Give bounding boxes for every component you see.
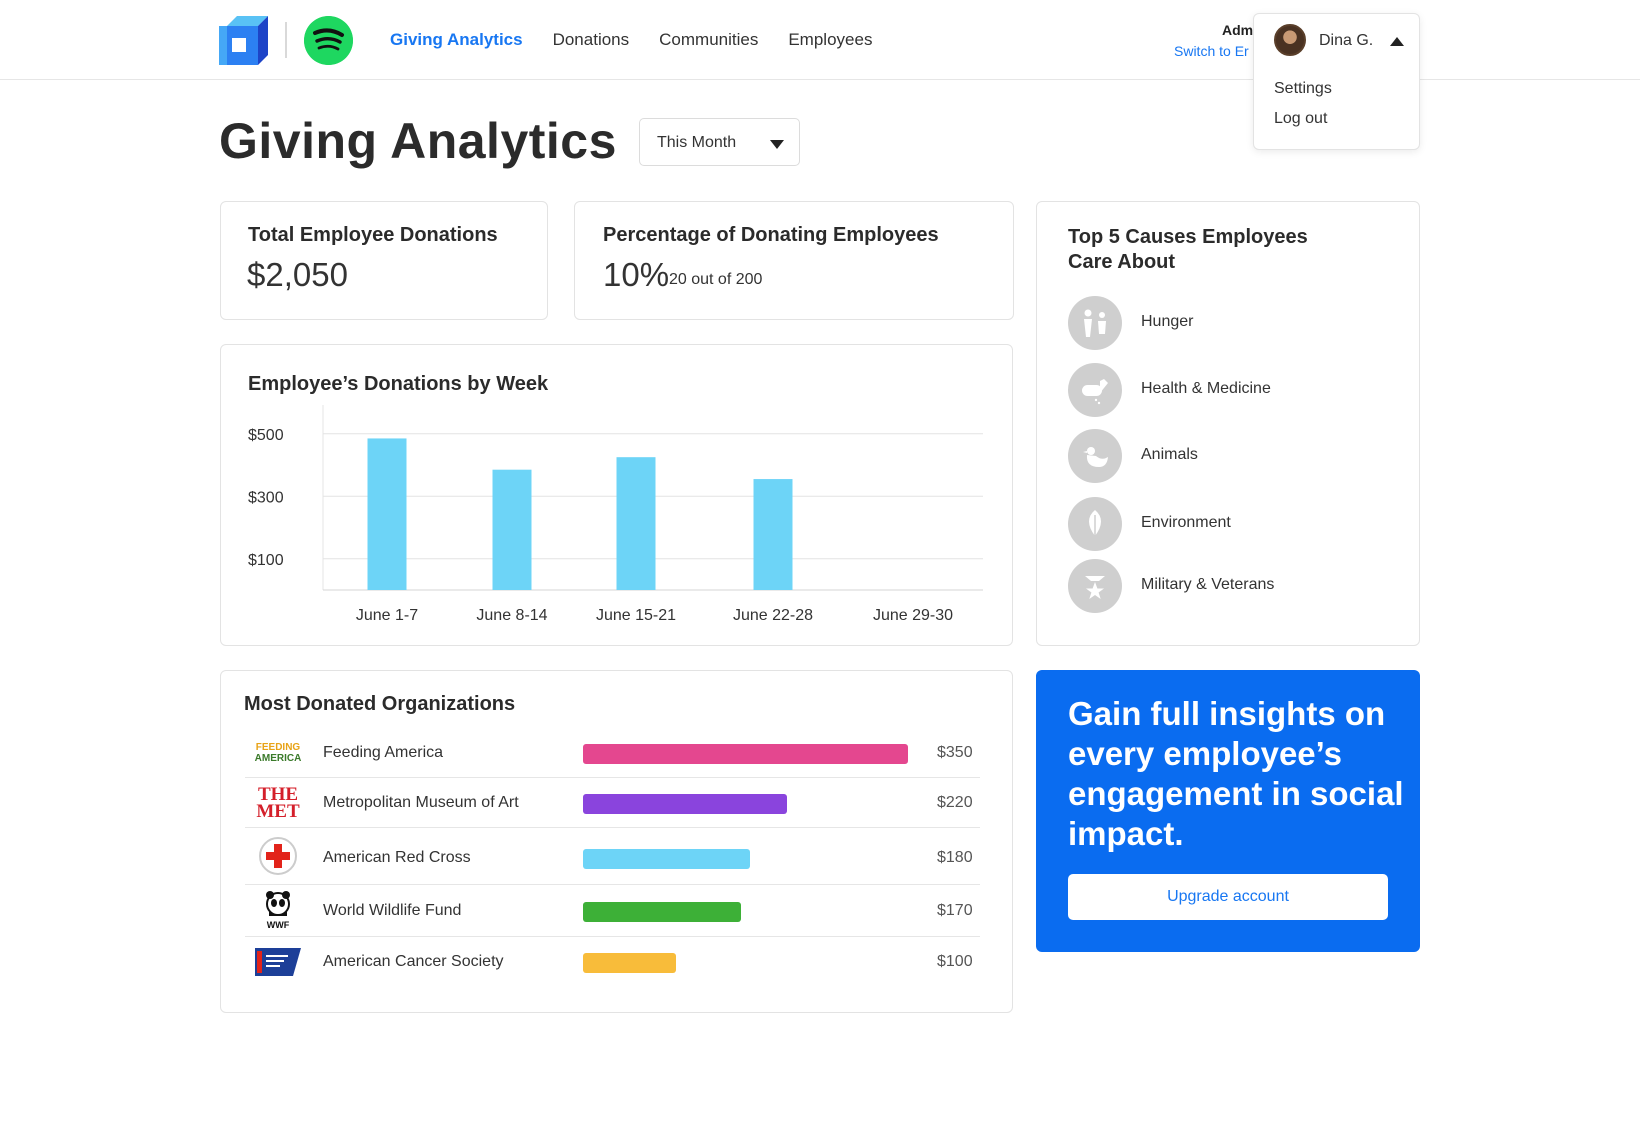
chart-bar xyxy=(753,479,793,590)
chart-bar xyxy=(616,457,656,590)
chart-y-tick-label: $100 xyxy=(248,552,284,569)
hunger-icon xyxy=(1068,296,1122,350)
org-row[interactable]: American Red Cross $180 xyxy=(245,829,980,885)
chart-y-tick-label: $500 xyxy=(248,427,284,444)
chevron-down-icon xyxy=(770,140,784,149)
chart-x-tick-label: June 1-7 xyxy=(356,607,418,624)
period-select[interactable]: This Month xyxy=(639,118,800,166)
org-amount: $350 xyxy=(937,744,973,761)
cause-item-environment[interactable]: Environment xyxy=(1068,497,1388,551)
org-amount: $220 xyxy=(937,794,973,811)
user-name[interactable]: Dina G. xyxy=(1319,32,1374,49)
cause-item-animals[interactable]: Animals xyxy=(1068,429,1388,483)
org-name: American Red Cross xyxy=(323,849,471,866)
donating-percentage-detail: 20 out of 200 xyxy=(669,271,763,288)
main-nav: Giving Analytics Donations Communities E… xyxy=(390,30,872,50)
total-donations-title: Total Employee Donations xyxy=(248,224,498,246)
org-donation-bar xyxy=(583,902,741,922)
org-donation-bar xyxy=(583,849,750,869)
met-logo-bottom: MET xyxy=(256,801,300,822)
page-title: Giving Analytics xyxy=(219,113,617,169)
nav-donations[interactable]: Donations xyxy=(552,30,630,49)
orgs-title: Most Donated Organizations xyxy=(244,693,516,715)
menu-item-settings[interactable]: Settings xyxy=(1274,80,1332,97)
health-medicine-icon xyxy=(1068,363,1122,417)
upgrade-promo-card: Gain full insights on every employee’s e… xyxy=(1036,670,1420,952)
met-logo-top: THE xyxy=(257,784,299,805)
promo-headline: Gain full insights on every employee’s e… xyxy=(1068,695,1404,852)
org-donation-bar xyxy=(583,744,908,764)
cause-item-health-medicine[interactable]: Health & Medicine xyxy=(1068,363,1388,417)
most-donated-orgs-card: Most Donated Organizations FEEDING AMERI… xyxy=(220,670,1013,1013)
met-museum-logo: THE MET xyxy=(251,785,305,821)
cause-item-military-veterans[interactable]: Military & Veterans xyxy=(1068,559,1388,613)
period-select-value: This Month xyxy=(657,134,737,151)
cause-label: Military & Veterans xyxy=(1141,576,1275,593)
feeding-america-logo-bottom: AMERICA xyxy=(254,753,302,764)
weekly-donations-bar-chart: $500 $300 $100 June 1-7 June 8-14 June 15-21 J… xyxy=(248,405,983,624)
menu-item-log-out[interactable]: Log out xyxy=(1274,110,1328,127)
red-cross-logo xyxy=(251,837,305,875)
org-row[interactable]: FEEDING AMERICA Feeding America $350 xyxy=(245,728,980,778)
wwf-logo: WWF xyxy=(251,891,305,930)
nav-employees[interactable]: Employees xyxy=(788,30,873,49)
spotify-logo xyxy=(304,16,353,65)
org-row[interactable]: American Cancer Society $100 xyxy=(245,937,980,987)
chart-x-tick-label: June 8-14 xyxy=(476,607,547,624)
chart-bar xyxy=(367,438,407,590)
donating-percentage-title: Percentage of Donating Employees xyxy=(603,224,939,246)
american-cancer-society-logo xyxy=(251,944,305,980)
cause-label: Environment xyxy=(1141,514,1231,531)
logo-divider xyxy=(285,22,287,58)
user-dropdown-menu: Dina G. Settings Log out xyxy=(1253,13,1420,150)
cause-item-hunger[interactable]: Hunger xyxy=(1068,296,1388,350)
org-donation-bar xyxy=(583,953,676,973)
app-logo[interactable] xyxy=(219,16,268,65)
environment-icon xyxy=(1068,497,1122,551)
chart-x-tick-label: June 29-30 xyxy=(873,607,953,624)
nav-communities[interactable]: Communities xyxy=(659,30,759,49)
animals-icon xyxy=(1068,429,1122,483)
upgrade-account-button[interactable]: Upgrade account xyxy=(1068,874,1388,920)
org-name: American Cancer Society xyxy=(323,953,504,970)
donating-percentage-card: Percentage of Donating Employees 10% 20 … xyxy=(574,201,1014,320)
org-amount: $100 xyxy=(937,953,973,970)
donating-percentage-value: 10% xyxy=(603,256,670,293)
feeding-america-logo: FEEDING AMERICA xyxy=(251,735,305,771)
cause-label: Hunger xyxy=(1141,313,1194,330)
causes-title: Top 5 Causes Employees Care About xyxy=(1068,226,1308,273)
chart-x-tick-label: June 22-28 xyxy=(733,607,813,624)
org-name: World Wildlife Fund xyxy=(323,902,462,919)
cause-label: Animals xyxy=(1141,446,1198,463)
avatar[interactable] xyxy=(1274,24,1306,56)
military-veterans-icon xyxy=(1068,559,1122,613)
chart-x-tick-label: June 15-21 xyxy=(596,607,676,624)
weekly-donations-chart-card: Employee’s Donations by Week $500 $300 $10… xyxy=(220,344,1013,646)
org-name: Metropolitan Museum of Art xyxy=(323,794,519,811)
chevron-up-icon[interactable] xyxy=(1390,37,1404,46)
admin-label: Adm xyxy=(1222,22,1254,38)
total-donations-card: Total Employee Donations $2,050 xyxy=(220,201,548,320)
switch-view-link[interactable]: Switch to Er xyxy=(1174,43,1249,59)
wwf-logo-text: WWF xyxy=(266,920,290,930)
chart-bar xyxy=(492,469,532,590)
org-row[interactable]: THE MET Metropolitan Museum of Art $220 xyxy=(245,778,980,828)
org-amount: $180 xyxy=(937,849,973,866)
org-donation-bar xyxy=(583,794,787,814)
org-name: Feeding America xyxy=(323,744,444,761)
chart-title: Employee’s Donations by Week xyxy=(248,373,549,395)
cause-label: Health & Medicine xyxy=(1141,380,1271,397)
nav-giving-analytics[interactable]: Giving Analytics xyxy=(390,30,523,49)
org-row[interactable]: WWF World Wildlife Fund $170 xyxy=(245,885,980,937)
feeding-america-logo-top: FEEDING xyxy=(255,742,301,753)
top-causes-card: Top 5 Causes Employees Care About Hunger… xyxy=(1036,201,1420,646)
org-amount: $170 xyxy=(937,902,973,919)
total-donations-value: $2,050 xyxy=(247,256,348,293)
chart-y-tick-label: $300 xyxy=(248,489,284,506)
